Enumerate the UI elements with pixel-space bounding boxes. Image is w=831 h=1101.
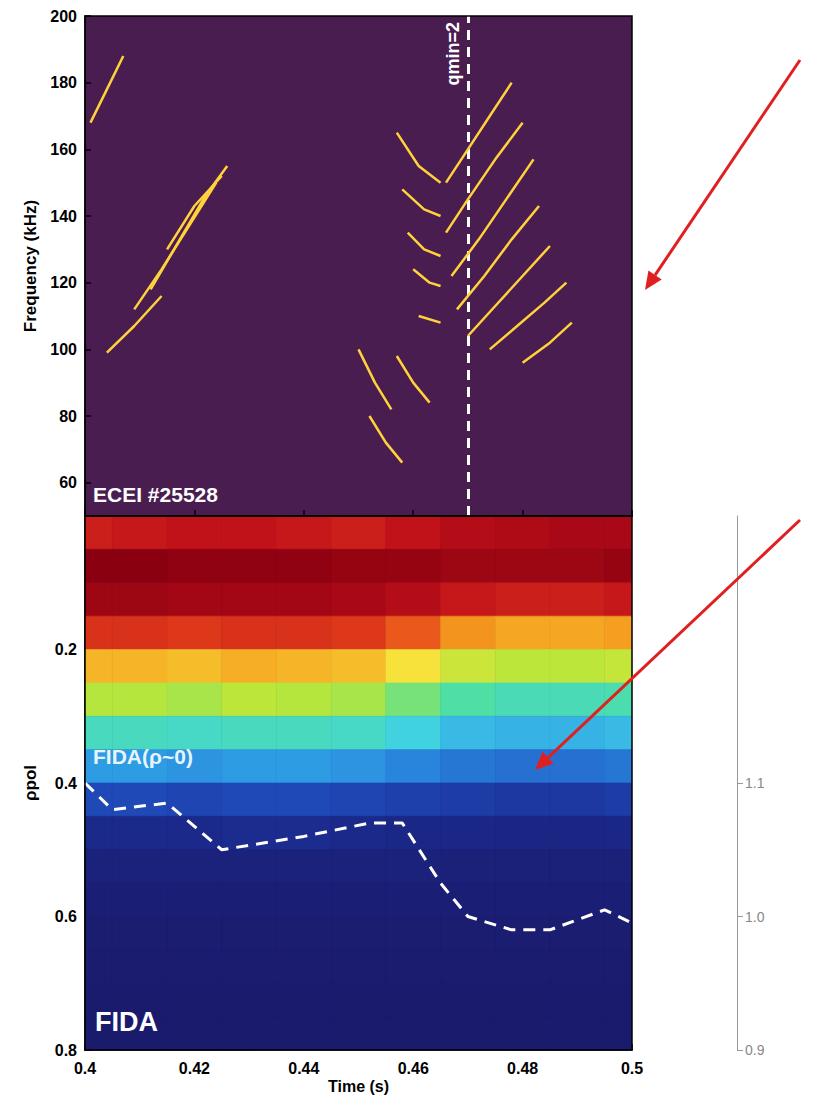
svg-text:0.2: 0.2	[55, 641, 77, 658]
svg-text:Frequency (kHz): Frequency (kHz)	[21, 200, 40, 332]
svg-text:0.42: 0.42	[179, 1060, 210, 1077]
svg-text:Time (s): Time (s)	[328, 1078, 389, 1095]
svg-text:0.9: 0.9	[745, 1042, 765, 1058]
svg-text:180: 180	[50, 74, 77, 91]
svg-text:1.1: 1.1	[745, 775, 765, 791]
svg-text:0.5: 0.5	[621, 1060, 643, 1077]
svg-text:FIDA(ρ~0): FIDA(ρ~0)	[93, 745, 193, 768]
svg-text:0.44: 0.44	[288, 1060, 319, 1077]
svg-text:1.0: 1.0	[745, 909, 765, 925]
svg-text:60: 60	[59, 474, 77, 491]
svg-text:0.6: 0.6	[55, 908, 77, 925]
svg-text:140: 140	[50, 208, 77, 225]
svg-text:0.4: 0.4	[55, 775, 77, 792]
svg-text:0.8: 0.8	[55, 1042, 77, 1059]
svg-text:160: 160	[50, 141, 77, 158]
svg-text:100: 100	[50, 341, 77, 358]
svg-text:0.46: 0.46	[398, 1060, 429, 1077]
svg-text:80: 80	[59, 408, 77, 425]
svg-text:FIDA: FIDA	[95, 1007, 158, 1037]
svg-text:qmin=2: qmin=2	[443, 22, 463, 86]
svg-text:120: 120	[50, 274, 77, 291]
svg-text:200: 200	[50, 8, 77, 25]
svg-text:ECEI #25528: ECEI #25528	[93, 483, 218, 506]
svg-text:0.48: 0.48	[507, 1060, 538, 1077]
svg-text:0.4: 0.4	[74, 1060, 96, 1077]
svg-text:ρpol: ρpol	[21, 765, 40, 801]
